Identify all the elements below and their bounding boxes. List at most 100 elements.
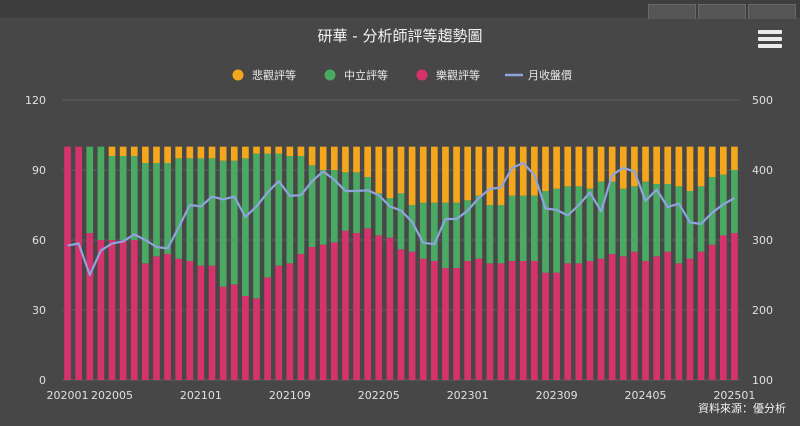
bar-segment bbox=[697, 146, 705, 187]
bar-segment bbox=[197, 146, 205, 159]
bar-segment bbox=[119, 240, 127, 380]
bar-segment bbox=[342, 230, 349, 380]
bar-segment bbox=[230, 160, 238, 285]
bar-segment bbox=[731, 170, 738, 233]
bar-segment bbox=[719, 146, 727, 175]
bar-segment bbox=[275, 153, 283, 266]
bar-segment bbox=[708, 177, 716, 245]
bar-segment bbox=[319, 170, 327, 245]
bar-segment bbox=[130, 146, 138, 156]
bar-segment bbox=[597, 146, 605, 182]
bar-segment bbox=[719, 235, 727, 380]
bar-segment bbox=[531, 146, 538, 196]
bar-segment bbox=[130, 156, 138, 240]
chart-menu-icon[interactable] bbox=[758, 30, 782, 52]
top-tab-button[interactable] bbox=[698, 4, 746, 19]
legend-item-label[interactable]: 中立評等 bbox=[344, 68, 388, 82]
bar-segment bbox=[453, 146, 460, 203]
bar-segment bbox=[330, 146, 338, 170]
top-tab-button[interactable] bbox=[648, 4, 696, 19]
y-right-tick-label: 200 bbox=[752, 304, 773, 317]
chart-title: 研華 - 分析師評等趨勢圖 bbox=[318, 27, 483, 45]
bar-segment bbox=[86, 233, 94, 380]
legend-item-label[interactable]: 樂觀評等 bbox=[436, 68, 480, 82]
bar-segment bbox=[197, 265, 205, 380]
bar-segment bbox=[153, 256, 160, 380]
bar-segment bbox=[253, 146, 260, 154]
bar-segment bbox=[686, 191, 694, 259]
price-line bbox=[67, 161, 735, 277]
x-tick-label: 202109 bbox=[269, 389, 311, 402]
bar-segment bbox=[142, 146, 149, 163]
bar-segment bbox=[675, 263, 683, 380]
bar-segment bbox=[453, 202, 460, 268]
bar-segment bbox=[142, 163, 149, 264]
bar-segment bbox=[686, 146, 694, 191]
bar-segment bbox=[553, 188, 560, 273]
bar-segment bbox=[297, 254, 305, 380]
bar-segment bbox=[97, 240, 105, 380]
y-right-tick-label: 100 bbox=[752, 374, 773, 387]
bar-segment bbox=[553, 272, 560, 380]
bar-segment bbox=[475, 195, 483, 259]
bar-segment bbox=[419, 202, 427, 259]
bar-segment bbox=[419, 146, 427, 203]
bar-segment bbox=[308, 247, 316, 380]
bar-segment bbox=[708, 244, 716, 380]
bar-segment bbox=[175, 258, 183, 380]
legend-dot-marker bbox=[416, 69, 428, 81]
bar-segment bbox=[264, 146, 271, 154]
bar-segment bbox=[586, 188, 594, 261]
bar-segment bbox=[408, 251, 416, 380]
bar-segment bbox=[386, 146, 394, 198]
bar-segment bbox=[64, 146, 71, 380]
y-axis-right: 100 200 300 400 500 bbox=[752, 94, 773, 387]
bar-segment bbox=[253, 153, 260, 299]
bar-segment bbox=[586, 261, 594, 380]
bar-segment bbox=[264, 153, 271, 278]
bar-segment bbox=[286, 263, 294, 380]
bar-segment bbox=[342, 146, 349, 173]
bar-segment bbox=[375, 235, 383, 380]
bar-segment bbox=[308, 146, 316, 166]
bar-segment bbox=[431, 261, 438, 380]
bar-segment bbox=[308, 165, 316, 247]
bar-segment bbox=[497, 205, 505, 264]
bar-segment bbox=[208, 158, 216, 266]
bar-segment bbox=[475, 146, 483, 196]
bar-segment bbox=[442, 146, 449, 203]
bar-segment bbox=[464, 200, 472, 261]
bar-segment bbox=[653, 146, 660, 184]
x-axis: 202001 202005 202101 202109 202205 202301 2023… bbox=[47, 389, 756, 402]
bar-segment bbox=[519, 195, 527, 261]
legend-item-label[interactable]: 悲觀評等 bbox=[252, 68, 296, 82]
legend-item-label[interactable]: 月收盤價 bbox=[528, 68, 572, 82]
bar-segment bbox=[508, 261, 516, 380]
y-right-tick-label: 400 bbox=[752, 164, 773, 177]
bar-segment bbox=[675, 146, 683, 187]
bar-segment bbox=[219, 160, 227, 287]
bar-segment bbox=[130, 240, 138, 380]
top-tab-button[interactable] bbox=[748, 4, 796, 19]
price-line-group bbox=[67, 161, 735, 277]
bar-segment bbox=[653, 256, 660, 380]
bar-segment bbox=[242, 158, 249, 296]
bar-segment bbox=[297, 156, 305, 254]
bar-segment bbox=[97, 146, 105, 240]
bar-segment bbox=[175, 146, 183, 159]
bar-segment bbox=[731, 233, 738, 380]
bar-segment bbox=[164, 146, 171, 163]
bar-segment bbox=[397, 249, 405, 380]
bar-segment bbox=[375, 146, 383, 194]
bar-segment bbox=[142, 263, 149, 380]
bar-segment bbox=[230, 284, 238, 380]
bar-segment bbox=[631, 186, 638, 252]
x-tick-label: 202001 bbox=[47, 389, 89, 402]
bar-segment bbox=[597, 258, 605, 380]
bar-segment bbox=[453, 268, 460, 380]
bar-segment bbox=[653, 184, 660, 257]
x-tick-label: 202301 bbox=[447, 389, 489, 402]
bar-segment bbox=[397, 146, 405, 194]
bar-segment bbox=[197, 158, 205, 266]
